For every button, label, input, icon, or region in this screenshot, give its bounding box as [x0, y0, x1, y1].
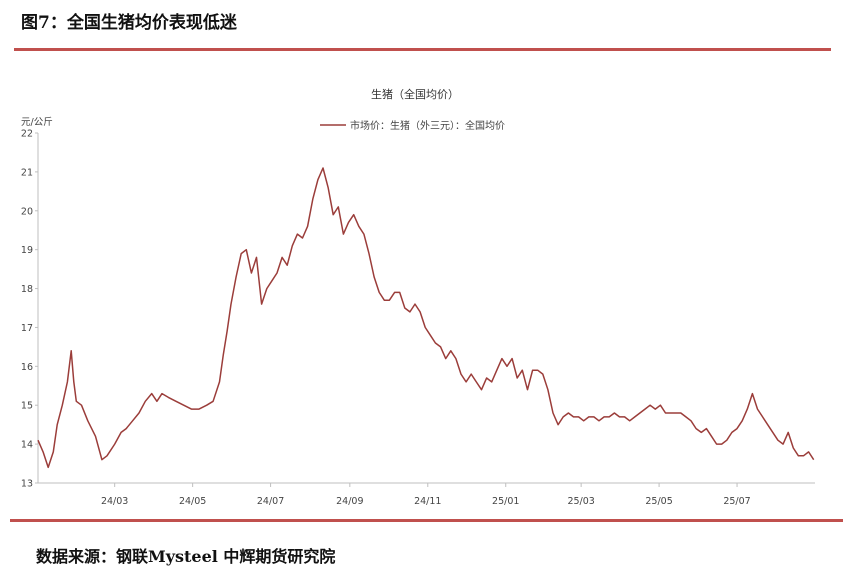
- y-tick-label: 17: [21, 323, 33, 334]
- series-line: [37, 167, 815, 469]
- y-tick-label: 16: [21, 362, 33, 373]
- y-tick-label: 18: [21, 284, 33, 295]
- y-tick-label: 20: [21, 206, 33, 217]
- x-tick-label: 24/07: [257, 496, 284, 507]
- legend-label: 市场价：生猪（外三元）：全国均价: [350, 119, 505, 132]
- top-rule: [14, 48, 831, 51]
- x-axis: 24/03 24/05 24/07 24/09 24/11 25/01 25/03 25/05…: [38, 482, 815, 507]
- y-tick-label: 19: [21, 245, 33, 256]
- plot-area: [37, 167, 815, 469]
- legend: 市场价：生猪（外三元）：全国均价: [320, 119, 505, 132]
- x-tick-label: 25/03: [567, 496, 594, 507]
- y-tick-label: 21: [21, 167, 33, 178]
- x-tick-label: 24/11: [414, 496, 441, 507]
- source-note: 数据来源：钢联Mysteel 中辉期货研究院: [36, 547, 336, 566]
- x-tick-label: 24/09: [336, 496, 363, 507]
- bottom-rule: [10, 519, 843, 522]
- x-tick-label: 25/05: [645, 496, 672, 507]
- figure-title: 图7：全国生猪均价表现低迷: [21, 13, 237, 33]
- x-tick-label: 25/07: [723, 496, 750, 507]
- x-tick-label: 24/03: [101, 496, 128, 507]
- y-tick-label: 15: [21, 401, 33, 412]
- y-axis: 13 14 15 16 17 18 19 20 21 22: [21, 129, 39, 490]
- y-tick-label: 22: [21, 129, 33, 140]
- chart-title: 生猪（全国均价）: [371, 87, 459, 101]
- y-axis-label: 元/公斤: [21, 117, 53, 128]
- y-tick-label: 13: [21, 479, 33, 490]
- y-tick-label: 14: [21, 440, 33, 451]
- x-tick-label: 24/05: [179, 496, 206, 507]
- x-tick-label: 25/01: [492, 496, 519, 507]
